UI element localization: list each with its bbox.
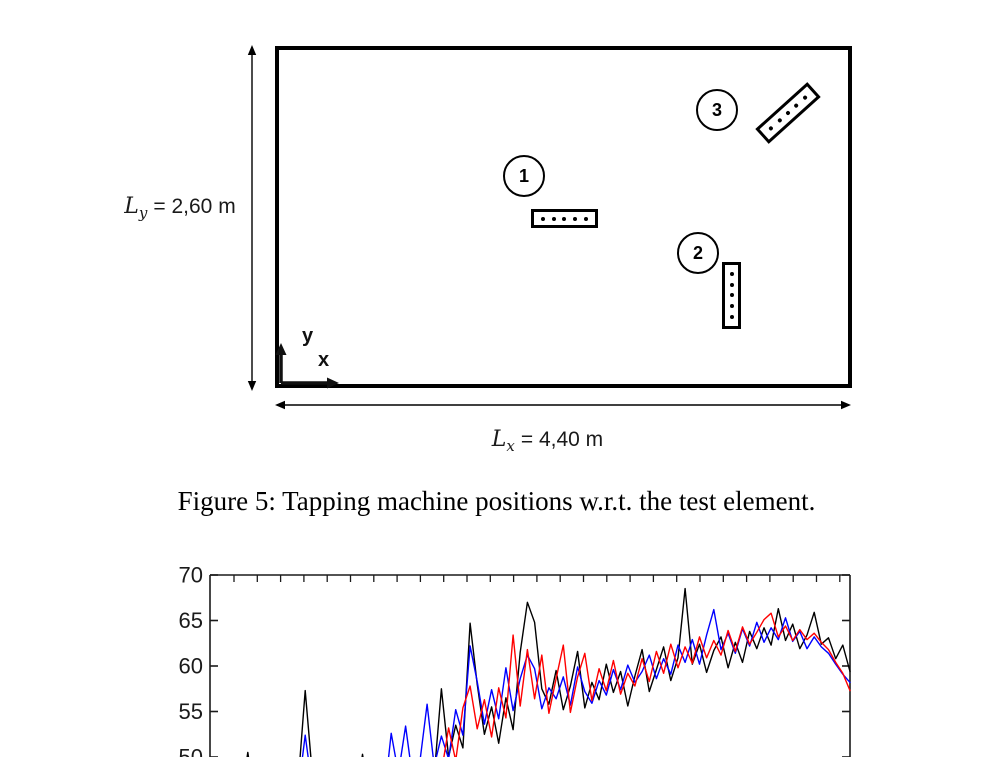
hammer-dot — [785, 110, 791, 116]
hammer-dot — [776, 117, 783, 124]
lx-dimension-arrow — [275, 400, 851, 410]
series-line-black — [245, 587, 851, 762]
lx-dimension-label: Lx = 4,40 m — [435, 427, 660, 455]
hammer-dot — [802, 95, 808, 101]
lx-symbol: L — [491, 427, 507, 452]
figure-caption: Figure 5: Tapping machine positions w.r.… — [177, 486, 816, 516]
hammer-dot — [729, 271, 734, 276]
origin-axes-icon — [275, 343, 339, 389]
ly-dimension-arrow — [247, 45, 257, 391]
position-circle-2: 2 — [677, 232, 719, 274]
x-axis-letter: x — [318, 349, 330, 371]
position-circle-1: 1 — [503, 155, 545, 197]
hammer-dot — [768, 125, 774, 131]
tapping-machine-1 — [531, 209, 598, 228]
position-number-3: 3 — [711, 99, 722, 120]
ly-symbol: L — [124, 194, 139, 219]
y-tick-label: 65 — [179, 608, 203, 633]
hammer-dot — [793, 102, 800, 109]
ly-subscript: y — [138, 204, 148, 222]
y-tick-label: 50 — [179, 745, 203, 758]
series-line-red — [442, 612, 851, 762]
hammer-dot — [551, 216, 556, 221]
hammer-dot — [540, 216, 545, 221]
position-circle-3: 3 — [696, 89, 738, 131]
series-line-blue — [301, 608, 851, 762]
hammer-dot — [584, 216, 589, 221]
y-tick-label: 55 — [179, 699, 203, 724]
ly-value: = 2,60 m — [153, 195, 236, 218]
lx-value: = 4,40 m — [520, 428, 604, 451]
tapping-machine-2 — [722, 262, 741, 329]
hammer-dot — [729, 315, 734, 320]
position-number-2: 2 — [692, 242, 703, 263]
spectrum-chart: 70 65 60 55 50 — [179, 563, 851, 762]
hammer-dot — [573, 216, 578, 221]
y-tick-label: 70 — [179, 563, 203, 588]
lx-subscript: x — [506, 437, 515, 455]
hammer-dot — [562, 216, 567, 221]
spectrum-chart-area: 70 65 60 55 50 — [0, 555, 993, 762]
hammer-dot — [729, 293, 734, 298]
hammer-dot — [729, 304, 734, 309]
hammer-dot — [729, 282, 734, 287]
position-number-1: 1 — [518, 165, 529, 186]
y-tick-label: 60 — [179, 654, 203, 679]
y-axis-letter: y — [302, 325, 314, 347]
tapping-machine-diagram: Ly = 2,60 m 1 2 3 y x — [120, 45, 852, 455]
ly-dimension-label: Ly = 2,60 m — [120, 194, 240, 222]
